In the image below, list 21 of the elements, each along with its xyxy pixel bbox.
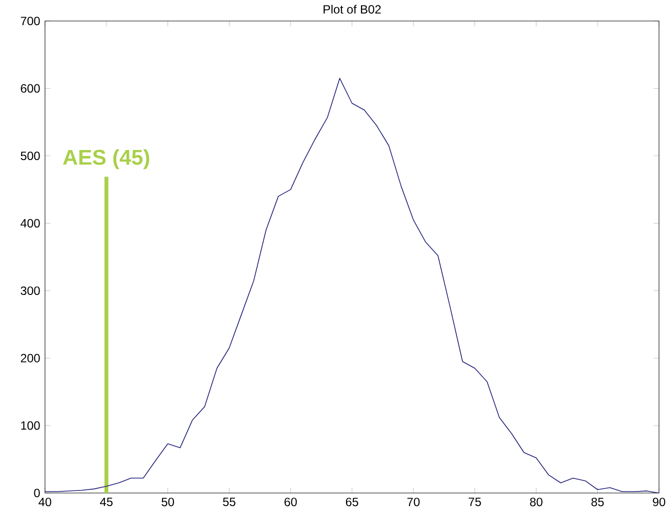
y-tick-label: 200 bbox=[20, 354, 40, 362]
x-tick-label: 50 bbox=[162, 498, 174, 506]
x-tick-label: 75 bbox=[468, 498, 481, 506]
x-tick-label: 70 bbox=[407, 498, 420, 506]
y-tick-label: 700 bbox=[20, 16, 40, 26]
y-tick-label: 500 bbox=[20, 152, 40, 160]
x-tick-label: 60 bbox=[284, 498, 297, 506]
chart-title: Plot of B02 bbox=[324, 4, 381, 14]
x-tick-label: 85 bbox=[591, 498, 604, 506]
x-tick-label: 45 bbox=[100, 498, 113, 506]
x-tick-label: 90 bbox=[652, 498, 666, 506]
x-tick-label: 80 bbox=[530, 498, 542, 506]
y-tick-label: 400 bbox=[20, 219, 40, 228]
x-tick-label: 65 bbox=[346, 498, 358, 506]
ref-line-label: AES (45) bbox=[63, 149, 150, 170]
y-tick-label: 100 bbox=[21, 421, 40, 430]
y-tick-label: 0 bbox=[34, 488, 40, 498]
y-tick-label: 300 bbox=[20, 286, 40, 295]
x-tick-label: 55 bbox=[223, 498, 236, 506]
x-tick-label: 40 bbox=[38, 498, 52, 506]
y-tick-label: 600 bbox=[20, 84, 40, 93]
